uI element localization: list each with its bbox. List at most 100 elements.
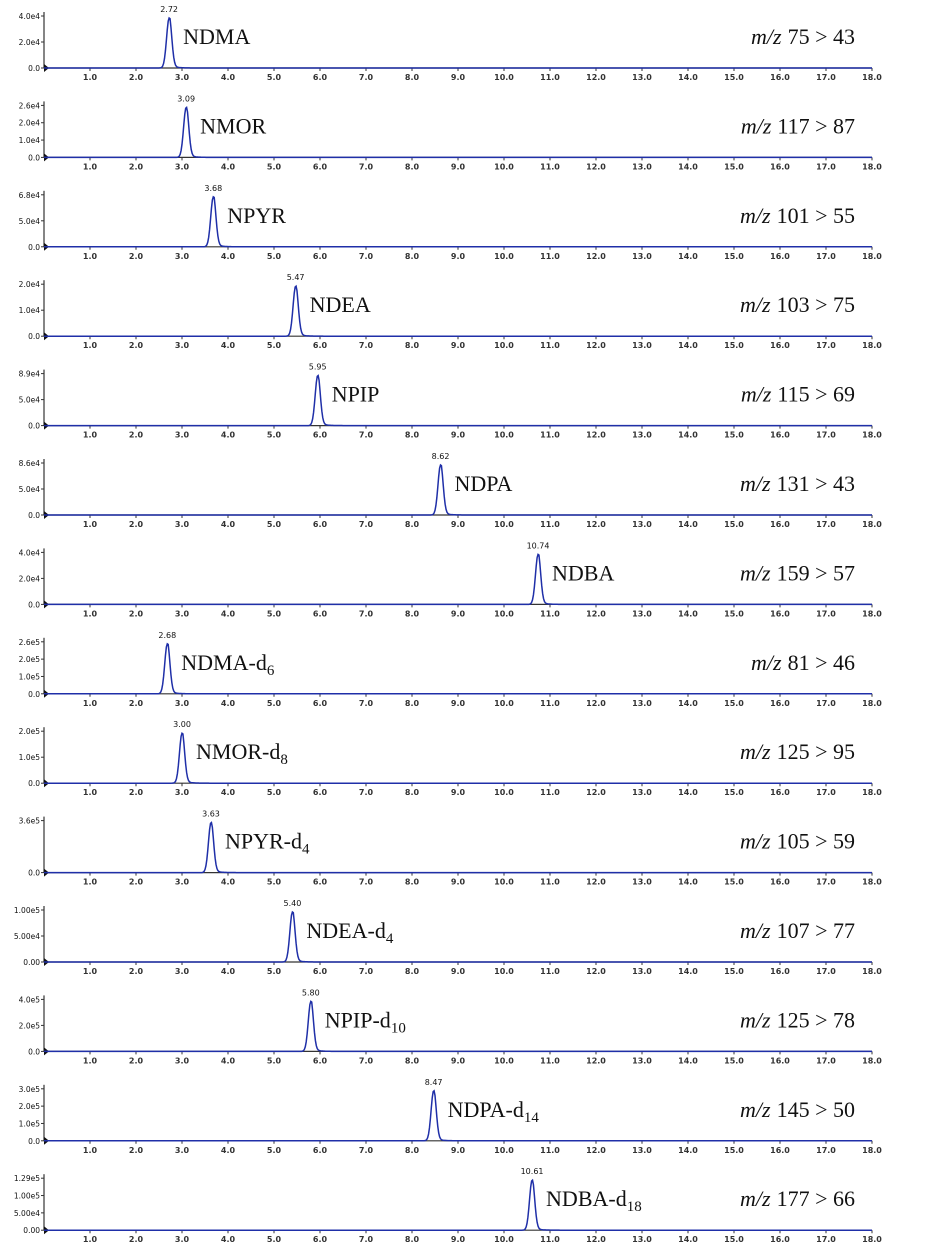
y-tick-label: 1.0e5 bbox=[19, 753, 41, 762]
x-tick-label: 4.0 bbox=[221, 162, 236, 171]
x-tick-label: 1.0 bbox=[83, 73, 98, 82]
x-tick-label: 15.0 bbox=[724, 431, 744, 440]
x-tick-label: 8.0 bbox=[405, 699, 420, 708]
x-tick-label: 7.0 bbox=[359, 1146, 374, 1155]
x-tick-label: 10.0 bbox=[494, 1235, 514, 1244]
x-tick-label: 6.0 bbox=[313, 609, 328, 618]
chromatogram-trace bbox=[44, 105, 872, 159]
x-tick-label: 11.0 bbox=[540, 162, 560, 171]
x-tick-label: 9.0 bbox=[451, 431, 466, 440]
x-tick-label: 13.0 bbox=[632, 788, 652, 797]
y-tick-label: 2.0e5 bbox=[19, 727, 41, 736]
mz-transition-label: m/z 105 > 59 bbox=[740, 829, 855, 854]
x-tick-label: 3.0 bbox=[175, 788, 190, 797]
x-tick-label: 17.0 bbox=[816, 162, 836, 171]
x-tick-label: 5.0 bbox=[267, 73, 282, 82]
x-tick-label: 2.0 bbox=[129, 431, 144, 440]
x-tick-label: 6.0 bbox=[313, 1146, 328, 1155]
x-tick-label: 15.0 bbox=[724, 878, 744, 887]
x-tick-label: 16.0 bbox=[770, 341, 790, 350]
x-tick-label: 4.0 bbox=[221, 967, 236, 976]
x-tick-label: 4.0 bbox=[221, 341, 236, 350]
x-tick-label: 11.0 bbox=[540, 967, 560, 976]
compound-label: NDEA bbox=[310, 292, 371, 317]
mz-prefix: m/z bbox=[740, 829, 771, 854]
x-tick-label: 13.0 bbox=[632, 162, 652, 171]
mz-prefix: m/z bbox=[740, 1186, 771, 1211]
x-tick-label: 2.0 bbox=[129, 1146, 144, 1155]
y-tick-label: 1.00e5 bbox=[14, 1192, 40, 1201]
x-tick-label: 3.0 bbox=[175, 878, 190, 887]
x-tick-label: 3.0 bbox=[175, 341, 190, 350]
x-tick-label: 8.0 bbox=[405, 252, 420, 261]
x-tick-label: 1.0 bbox=[83, 1056, 98, 1065]
x-tick-label: 16.0 bbox=[770, 520, 790, 529]
y-tick-label: 5.0e4 bbox=[19, 485, 41, 494]
x-tick-label: 17.0 bbox=[816, 878, 836, 887]
y-tick-label: 1.0e4 bbox=[19, 306, 41, 315]
x-tick-label: 2.0 bbox=[129, 162, 144, 171]
compound-name: NMOR-d bbox=[196, 739, 280, 764]
x-tick-label: 15.0 bbox=[724, 967, 744, 976]
x-tick-label: 14.0 bbox=[678, 73, 698, 82]
y-tick-label: 0.0 bbox=[28, 1137, 40, 1146]
x-tick-label: 8.0 bbox=[405, 431, 420, 440]
compound-subscript: 8 bbox=[280, 752, 288, 768]
x-tick-label: 18.0 bbox=[862, 73, 882, 82]
compound-label: NPIP-d10 bbox=[325, 1007, 406, 1036]
x-tick-label: 1.0 bbox=[83, 520, 98, 529]
x-tick-label: 18.0 bbox=[862, 609, 882, 618]
chromatogram-panel: 1.0 2.0 3.0 4.0 5.0 6.0 7.0 8.0 9.0 10.0 11.0 12.0 1… bbox=[19, 1078, 883, 1155]
compound-name: NPIP bbox=[332, 382, 380, 407]
chromatogram-trace bbox=[44, 1089, 872, 1142]
x-tick-label: 10.0 bbox=[494, 788, 514, 797]
x-tick-label: 8.0 bbox=[405, 878, 420, 887]
x-tick-label: 1.0 bbox=[83, 699, 98, 708]
mz-transition: 107 > 77 bbox=[777, 918, 855, 943]
y-tick-label: 2.0e4 bbox=[19, 38, 41, 47]
y-tick-label: 1.29e5 bbox=[14, 1174, 40, 1183]
x-tick-label: 8.0 bbox=[405, 1056, 420, 1065]
x-tick-label: 11.0 bbox=[540, 788, 560, 797]
mz-prefix: m/z bbox=[740, 203, 771, 228]
x-tick-label: 13.0 bbox=[632, 1146, 652, 1155]
mz-prefix: m/z bbox=[751, 650, 782, 675]
x-tick-label: 7.0 bbox=[359, 967, 374, 976]
x-tick-label: 12.0 bbox=[586, 252, 606, 261]
x-tick-label: 17.0 bbox=[816, 1235, 836, 1244]
compound-name: NPYR bbox=[227, 203, 286, 228]
x-tick-label: 16.0 bbox=[770, 162, 790, 171]
x-tick-label: 17.0 bbox=[816, 699, 836, 708]
mz-transition: 159 > 57 bbox=[777, 560, 855, 585]
x-tick-label: 17.0 bbox=[816, 252, 836, 261]
x-tick-label: 3.0 bbox=[175, 699, 190, 708]
x-tick-label: 18.0 bbox=[862, 878, 882, 887]
peak-rt-label: 10.61 bbox=[521, 1167, 544, 1176]
x-tick-label: 10.0 bbox=[494, 252, 514, 261]
x-tick-label: 18.0 bbox=[862, 788, 882, 797]
mz-transition-label: m/z 145 > 50 bbox=[740, 1097, 855, 1122]
compound-name: NDPA bbox=[455, 471, 513, 496]
mz-transition-label: m/z 103 > 75 bbox=[740, 292, 855, 317]
x-tick-label: 13.0 bbox=[632, 1235, 652, 1244]
y-tick-label: 0.0 bbox=[28, 153, 40, 162]
x-tick-label: 16.0 bbox=[770, 699, 790, 708]
x-tick-label: 12.0 bbox=[586, 162, 606, 171]
x-tick-label: 8.0 bbox=[405, 162, 420, 171]
x-tick-label: 11.0 bbox=[540, 520, 560, 529]
compound-name: NDPA-d bbox=[448, 1097, 524, 1122]
y-tick-label: 0.0 bbox=[28, 779, 40, 788]
x-tick-label: 12.0 bbox=[586, 699, 606, 708]
y-tick-label: 0.0 bbox=[28, 243, 40, 252]
x-tick-label: 17.0 bbox=[816, 431, 836, 440]
x-tick-label: 1.0 bbox=[83, 1146, 98, 1155]
x-tick-label: 2.0 bbox=[129, 73, 144, 82]
peak-rt-label: 5.80 bbox=[302, 988, 320, 997]
x-tick-label: 5.0 bbox=[267, 878, 282, 887]
x-tick-label: 8.0 bbox=[405, 788, 420, 797]
mz-transition-label: m/z 81 > 46 bbox=[751, 650, 855, 675]
x-tick-label: 7.0 bbox=[359, 431, 374, 440]
compound-name: NDMA bbox=[183, 24, 250, 49]
x-tick-label: 12.0 bbox=[586, 609, 606, 618]
